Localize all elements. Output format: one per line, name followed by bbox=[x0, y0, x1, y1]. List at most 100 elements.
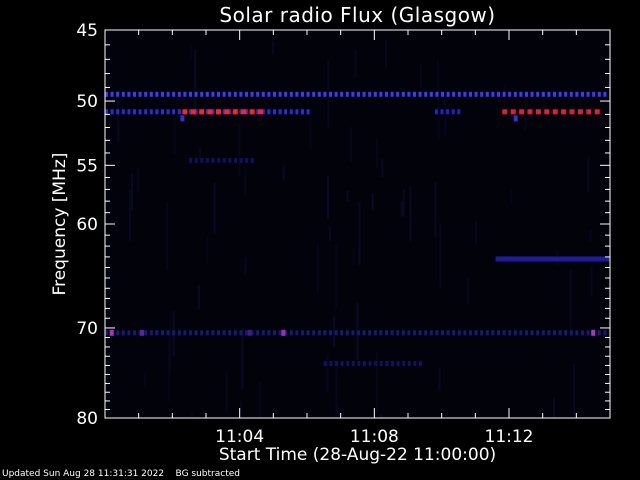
band-segment bbox=[306, 330, 310, 336]
band-segment bbox=[508, 91, 512, 97]
band-segment bbox=[249, 109, 255, 115]
band-segment bbox=[261, 91, 265, 97]
band-segment bbox=[138, 91, 142, 97]
y-axis-label: Frequency [MHz] bbox=[50, 152, 70, 296]
noise-streak bbox=[137, 168, 140, 192]
band-segment bbox=[222, 157, 226, 163]
band-segment bbox=[261, 109, 265, 115]
band-segment bbox=[564, 330, 568, 336]
band-segment bbox=[463, 330, 467, 336]
band-segment bbox=[217, 157, 221, 163]
band-segment bbox=[434, 109, 438, 115]
band-segment bbox=[172, 109, 176, 115]
noise-streak bbox=[376, 138, 379, 169]
band-segment bbox=[144, 91, 148, 97]
band-segment bbox=[385, 91, 388, 97]
band-segment bbox=[241, 109, 247, 115]
noise-streak bbox=[271, 40, 274, 55]
noise-streak bbox=[385, 39, 387, 69]
band-segment bbox=[552, 109, 558, 115]
y-tick-label: 50 bbox=[76, 92, 98, 112]
emission-spot bbox=[180, 115, 185, 122]
band-segment bbox=[435, 91, 439, 97]
band-segment bbox=[121, 91, 125, 97]
band-segment bbox=[228, 157, 232, 163]
band-segment bbox=[222, 91, 226, 97]
band-segment bbox=[256, 109, 260, 115]
noise-streak bbox=[335, 368, 338, 414]
noise-streak bbox=[206, 234, 209, 264]
y-tick-label: 60 bbox=[76, 215, 98, 235]
band-segment bbox=[127, 109, 131, 115]
band-segment bbox=[547, 91, 551, 97]
noise-streak bbox=[474, 220, 477, 245]
band-segment bbox=[161, 330, 164, 336]
band-segment bbox=[474, 91, 478, 97]
noise-streak bbox=[381, 158, 384, 178]
noise-streak bbox=[354, 50, 357, 77]
band-segment bbox=[200, 330, 204, 336]
band-segment bbox=[295, 330, 299, 336]
band-segment bbox=[267, 330, 271, 336]
emission-spot bbox=[247, 329, 252, 336]
band-segment bbox=[569, 330, 573, 336]
noise-streak bbox=[380, 414, 383, 418]
band-segment bbox=[419, 361, 422, 367]
band-segment bbox=[183, 330, 187, 336]
band-segment bbox=[497, 91, 500, 97]
band-segment bbox=[121, 330, 125, 336]
band-segment bbox=[429, 330, 433, 336]
band-segment bbox=[418, 330, 422, 336]
updated-timestamp: Updated Sun Aug 28 11:31:31 2022 bbox=[2, 469, 165, 479]
band-segment bbox=[597, 330, 601, 336]
band-segment bbox=[396, 91, 400, 97]
band-segment bbox=[480, 91, 484, 97]
band-segment bbox=[401, 91, 405, 97]
band-segment bbox=[110, 109, 114, 115]
band-segment bbox=[301, 91, 304, 97]
band-segment bbox=[525, 330, 528, 336]
band-segment bbox=[385, 361, 389, 367]
noise-streak bbox=[333, 316, 335, 347]
band-segment bbox=[508, 330, 512, 336]
band-segment bbox=[232, 109, 238, 115]
band-segment bbox=[541, 91, 545, 97]
band-segment bbox=[586, 109, 592, 115]
noise-streak bbox=[194, 49, 196, 116]
band-segment bbox=[564, 91, 568, 97]
emission-spot bbox=[281, 329, 286, 336]
band-segment bbox=[127, 91, 131, 97]
band-segment bbox=[273, 91, 276, 97]
band-segment bbox=[502, 91, 506, 97]
band-segment bbox=[217, 330, 220, 336]
band-segment bbox=[245, 91, 248, 97]
band-segment bbox=[258, 109, 263, 115]
x-tick-label: 11:12 bbox=[485, 427, 534, 447]
noise-streak bbox=[191, 412, 193, 418]
band-segment bbox=[239, 157, 243, 163]
band-segment bbox=[413, 361, 417, 367]
band-segment bbox=[144, 330, 148, 336]
band-segment bbox=[267, 91, 271, 97]
band-segment bbox=[189, 330, 192, 336]
band-segment bbox=[133, 330, 136, 336]
noise-streak bbox=[552, 397, 555, 418]
band-segment bbox=[368, 330, 372, 336]
band-segment bbox=[441, 91, 444, 97]
band-segment bbox=[323, 91, 327, 97]
band-segment bbox=[368, 91, 372, 97]
bg-subtracted-note: BG subtracted bbox=[175, 469, 240, 479]
band-segment bbox=[161, 91, 164, 97]
band-segment bbox=[379, 361, 383, 367]
noise-streak bbox=[190, 44, 193, 60]
band-segment bbox=[402, 361, 406, 367]
noise-streak bbox=[336, 405, 339, 418]
band-segment bbox=[194, 91, 198, 97]
band-segment bbox=[323, 361, 327, 367]
band-segment bbox=[211, 91, 215, 97]
band-segment bbox=[194, 157, 198, 163]
band-segment bbox=[345, 91, 349, 97]
band-segment bbox=[424, 330, 428, 336]
band-segment bbox=[273, 330, 276, 336]
noise-streak bbox=[589, 229, 592, 242]
